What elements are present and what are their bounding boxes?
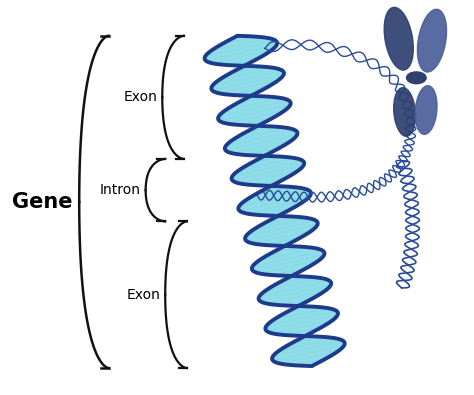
Polygon shape [272, 336, 345, 366]
Polygon shape [211, 65, 284, 96]
Ellipse shape [394, 88, 416, 136]
Polygon shape [218, 96, 291, 126]
Polygon shape [252, 246, 324, 276]
Polygon shape [225, 125, 297, 156]
Text: Exon: Exon [127, 288, 160, 302]
Polygon shape [245, 215, 318, 246]
Ellipse shape [418, 9, 447, 72]
Ellipse shape [407, 72, 426, 84]
Polygon shape [238, 186, 311, 216]
Polygon shape [232, 156, 304, 186]
Ellipse shape [384, 8, 413, 70]
Text: Gene: Gene [12, 192, 73, 212]
Text: Intron: Intron [100, 183, 141, 197]
Polygon shape [259, 276, 331, 306]
Ellipse shape [415, 86, 437, 134]
Polygon shape [265, 305, 338, 336]
Polygon shape [205, 36, 277, 66]
Text: Exon: Exon [124, 90, 157, 104]
